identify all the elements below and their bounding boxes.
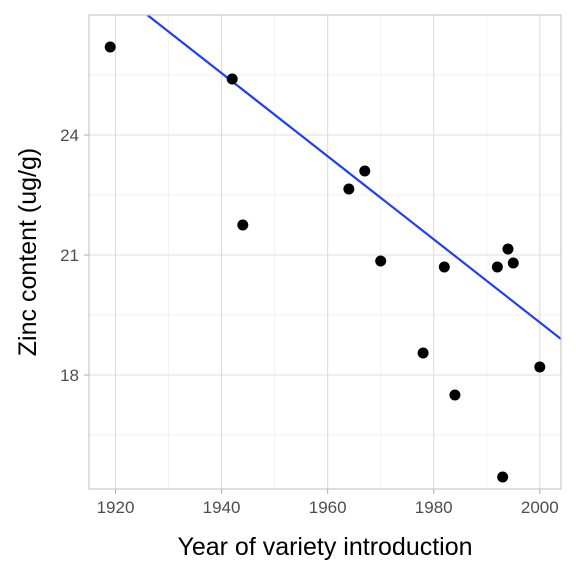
data-point — [449, 389, 461, 401]
data-point — [343, 183, 355, 195]
x-tick-label: 2000 — [521, 498, 559, 517]
major-grid — [89, 15, 561, 489]
data-point — [497, 471, 509, 483]
y-axis-ticks: 18 21 24 — [60, 126, 89, 385]
data-point — [375, 255, 387, 267]
x-axis-ticks: 1920 1940 1960 1980 2000 — [97, 489, 559, 517]
y-tick-label: 24 — [60, 126, 79, 145]
x-tick-label: 1960 — [309, 498, 347, 517]
data-point — [359, 165, 371, 177]
data-point — [417, 347, 429, 359]
y-axis-title: Zinc content (ug/g) — [14, 148, 42, 356]
x-tick-label: 1920 — [97, 498, 135, 517]
panel-border — [88, 14, 562, 490]
data-point — [237, 219, 249, 231]
data-points — [104, 41, 546, 483]
trend-line — [146, 15, 561, 340]
x-axis-title: Year of variety introduction — [177, 533, 472, 561]
y-tick-label: 18 — [60, 366, 79, 385]
data-point — [438, 261, 450, 273]
data-point — [534, 361, 546, 373]
minor-grid — [89, 15, 561, 489]
y-tick-label: 21 — [60, 246, 79, 265]
trend-line-group — [146, 15, 561, 340]
x-tick-label: 1980 — [415, 498, 453, 517]
data-point — [104, 41, 116, 53]
data-point — [491, 261, 503, 273]
data-point — [502, 243, 514, 255]
data-point — [226, 73, 238, 85]
x-tick-label: 1940 — [203, 498, 241, 517]
data-point — [507, 257, 519, 269]
